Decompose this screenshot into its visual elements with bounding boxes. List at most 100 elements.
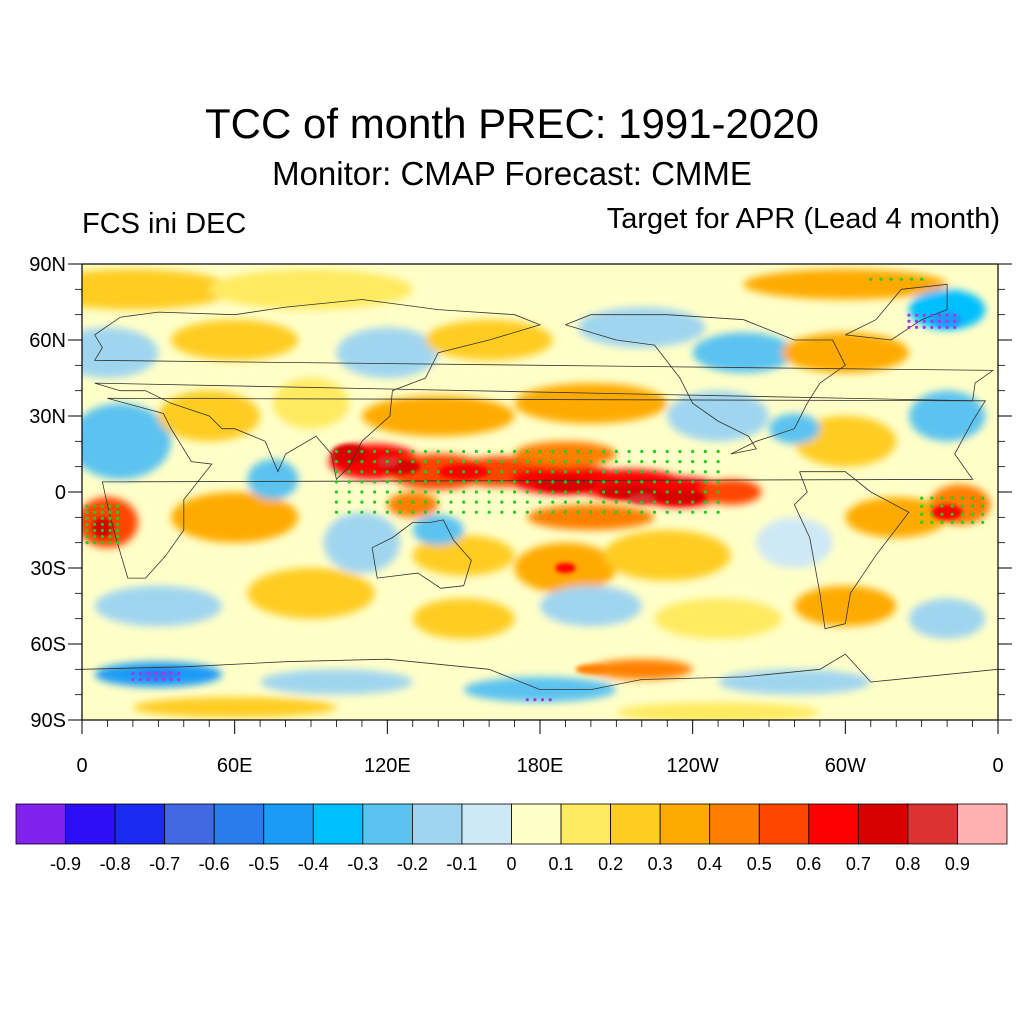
y-tick-label: 30N [29,406,66,428]
significance-dot [538,510,542,514]
colorbar-box [312,803,364,845]
colorbar-label: -0.5 [248,854,279,874]
significance-dot [423,449,428,454]
significance-dot [93,541,97,545]
field-blob [412,514,464,546]
significance-dot [512,480,517,484]
left-string: FCS ini DEC [82,208,247,240]
significance-dot [889,277,893,281]
significance-dot [703,480,707,484]
significance-dot [716,460,720,464]
field-blob [247,568,375,619]
significance-dot [665,480,669,484]
field-blob [700,479,762,505]
significance-dot [970,504,975,508]
colorbar-label: -0.2 [397,854,428,874]
colorbar-box [610,803,661,845]
significance-dot [899,277,903,281]
x-tick-label: 0 [992,755,1003,777]
significance-dot [716,470,720,474]
colorbar-label: 0 [506,854,516,874]
significance-dot [436,510,440,514]
field-blob [743,269,948,300]
significance-dot [907,319,911,323]
significance-dot [131,677,135,682]
significance-dot [100,534,104,539]
field-blob [692,332,795,373]
significance-dot [108,534,112,539]
significance-dot [540,698,545,702]
significance-dot [945,325,949,329]
significance-dot [436,480,440,484]
significance-dot [373,490,377,494]
significance-dot [360,470,364,474]
significance-dot [93,510,97,514]
significance-dot [411,480,415,484]
significance-dot [652,500,657,504]
significance-dot [487,470,491,474]
significance-dot [462,449,466,454]
significance-dot [487,460,491,464]
significance-dot [423,480,428,484]
significance-dot [922,313,926,317]
significance-dot [576,460,580,464]
significance-dot [474,449,478,454]
significance-dot [589,490,593,494]
colorbar-label: -0.8 [100,854,131,874]
significance-dot [474,460,478,464]
significance-dot [627,480,631,484]
significance-dot [960,496,964,500]
chart-subtitle: Monitor: CMAP Forecast: CMME [272,155,752,192]
coastline [371,519,472,589]
significance-dot [423,490,428,494]
significance-dot [93,534,97,539]
significance-dot [100,510,104,514]
significance-dot [930,313,934,317]
significance-dot [691,449,695,454]
significance-dot [640,490,644,494]
significance-dot [385,449,389,454]
field-blob [132,697,337,718]
significance-dot [602,460,606,464]
significance-dot [116,516,120,520]
significance-dot [360,490,364,494]
significance-dot [652,510,657,514]
significance-dot [161,677,166,682]
significance-dot [940,504,944,508]
significance-dot [100,504,104,508]
significance-dot [691,460,695,464]
field-blob [578,307,706,348]
significance-dot [640,480,644,484]
significance-dot [627,449,631,454]
field-blob [260,669,413,695]
significance-dot [116,504,120,508]
significance-dot [563,460,568,464]
significance-dot [716,490,720,494]
significance-dot [116,510,120,514]
significance-dot [691,480,695,484]
significance-dot [334,460,339,464]
significance-dot [474,480,478,484]
significance-dot [576,480,580,484]
significance-dot [950,512,954,516]
significance-dot [462,470,466,474]
field-blob [908,390,986,442]
significance-dot [640,510,644,514]
significance-dot [436,490,440,494]
significance-dot [154,671,158,675]
field-blob [92,517,113,538]
field-blob [603,530,731,581]
significance-dot [385,490,389,494]
y-tick-label: 30S [30,558,66,580]
significance-dot [116,541,120,545]
significance-dot [950,496,954,500]
significance-dot [907,325,911,329]
significance-dot [981,520,985,525]
significance-dot [548,698,552,702]
significance-dot [589,480,593,484]
significance-dot [108,504,112,508]
field-blob [247,459,299,500]
significance-dot [525,460,529,464]
significance-dot [449,510,453,514]
significance-dot [914,325,919,329]
